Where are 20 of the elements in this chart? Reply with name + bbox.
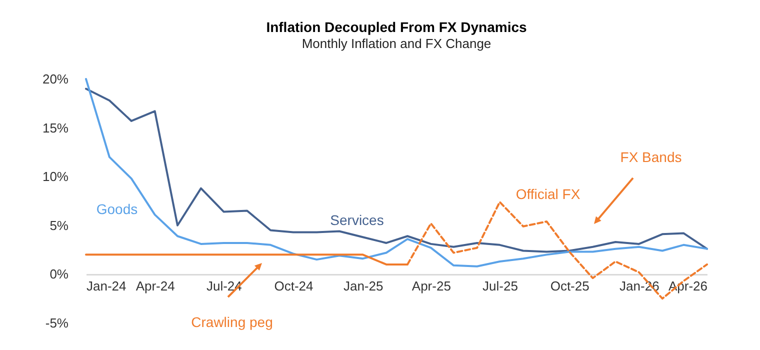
y-tick-label: 5%	[50, 218, 69, 233]
x-tick-label: Jan-24	[86, 278, 126, 294]
annotation: FX Bands	[620, 149, 682, 165]
x-tick-label: Oct-25	[550, 278, 590, 294]
x-tick-label: Jul-25	[482, 278, 518, 294]
y-tick-label: 0%	[50, 266, 69, 282]
chart-subtitle: Monthly Inflation and FX Change	[302, 36, 492, 51]
x-tick-label: Apr-24	[136, 278, 175, 294]
series-label: Official FX	[516, 186, 581, 202]
x-tick-label: Apr-25	[412, 278, 451, 294]
series-label: Services	[330, 212, 384, 228]
y-tick-label: 15%	[42, 120, 69, 136]
y-tick-label: -5%	[45, 316, 69, 330]
x-tick-label: Jan-25	[343, 278, 384, 294]
y-tick-label: 10%	[42, 169, 69, 184]
y-tick-label: 20%	[42, 72, 69, 86]
series-label: Goods	[96, 201, 138, 217]
x-tick-label: Oct-24	[274, 278, 314, 294]
annotation: Crawling peg	[191, 314, 273, 330]
chart-title: Inflation Decoupled From FX Dynamics	[266, 19, 528, 35]
